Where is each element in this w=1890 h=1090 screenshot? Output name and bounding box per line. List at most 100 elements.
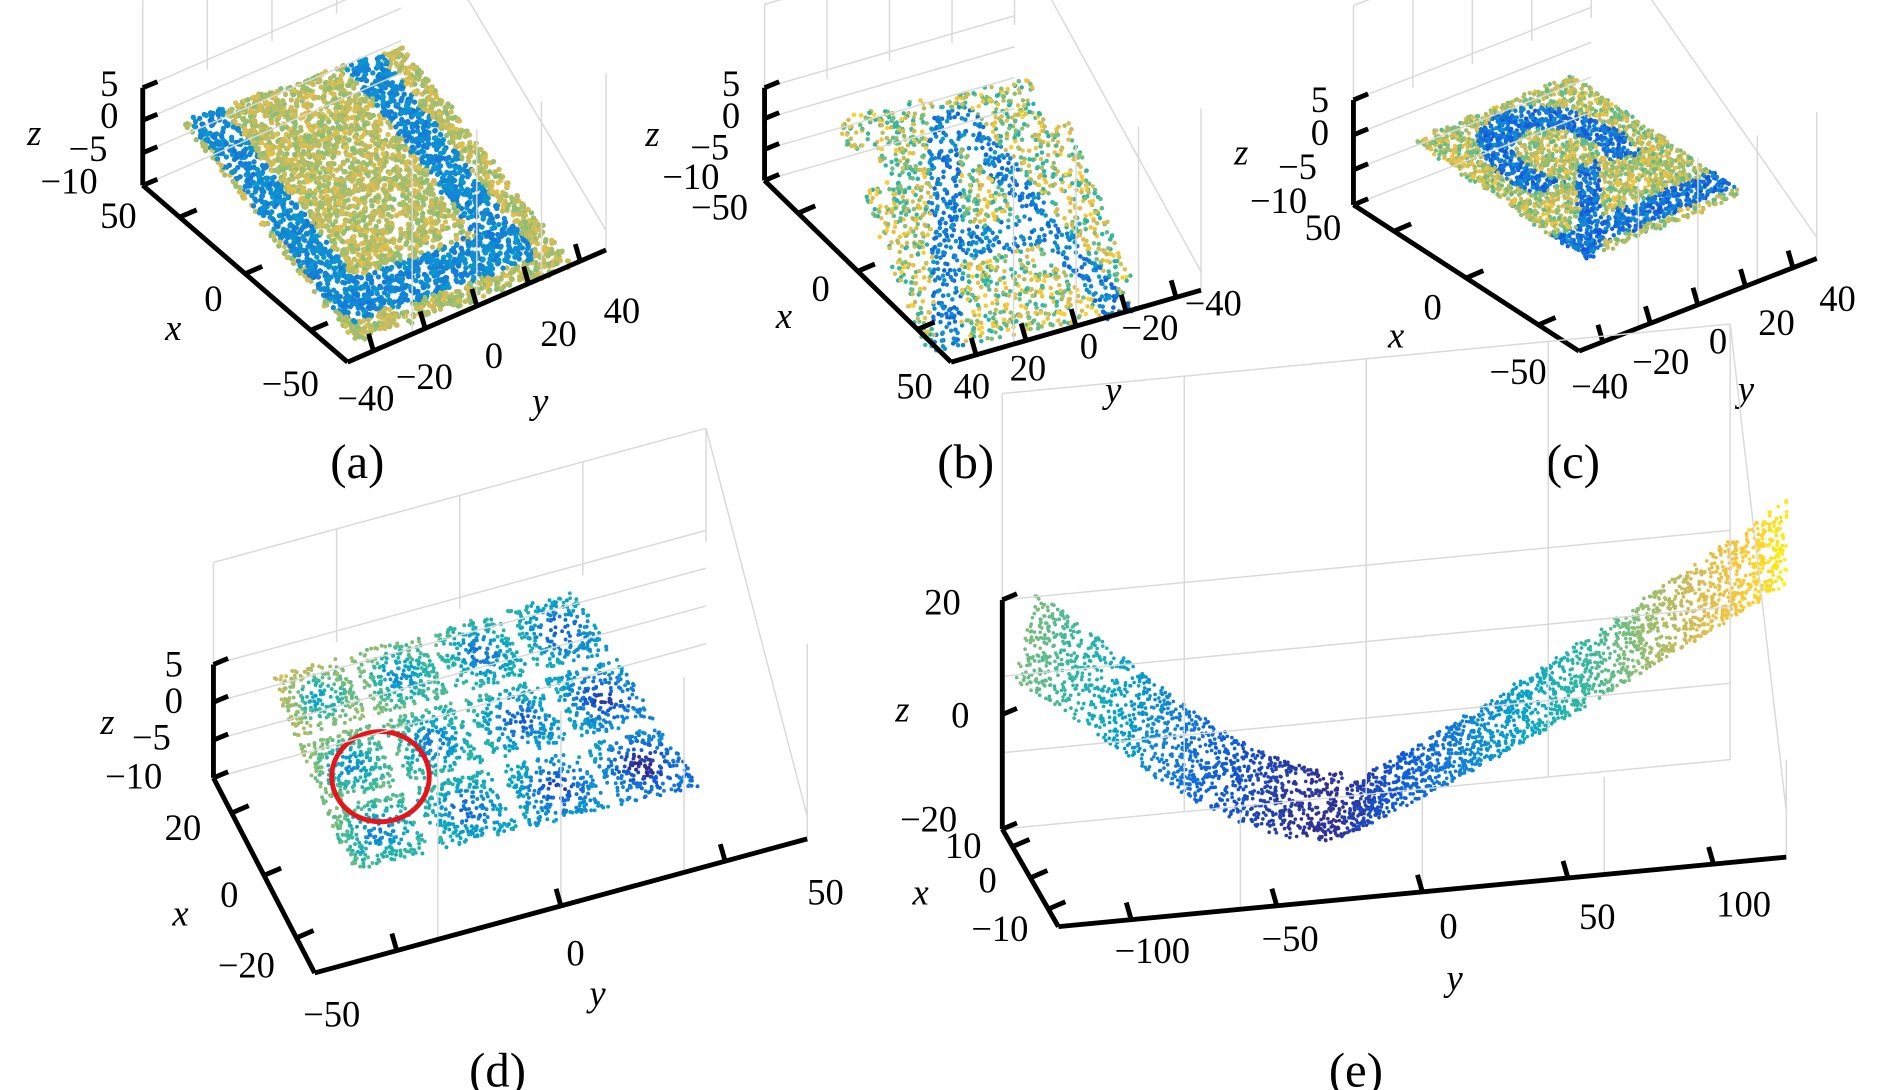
data-point (459, 173, 466, 180)
data-point (545, 253, 551, 259)
data-point (532, 253, 538, 259)
data-point (389, 94, 395, 100)
data-point (484, 173, 490, 179)
data-point (403, 65, 410, 71)
data-point (404, 212, 410, 218)
data-point (335, 101, 341, 108)
data-point (219, 133, 225, 140)
data-point (363, 61, 369, 67)
data-point (266, 182, 273, 188)
data-point (389, 50, 395, 56)
data-point (253, 123, 259, 129)
data-point (424, 289, 431, 296)
data-point (360, 217, 367, 223)
data-point (247, 151, 253, 158)
data-point (426, 185, 432, 191)
data-point (256, 173, 262, 180)
data-point (247, 145, 254, 151)
data-point (322, 299, 328, 306)
data-point (309, 264, 316, 271)
data-point (375, 236, 381, 243)
data-point (376, 207, 382, 214)
data-point (366, 251, 372, 257)
data-point (440, 149, 447, 155)
data-point (487, 287, 493, 293)
data-point (327, 295, 334, 302)
data-point (489, 240, 495, 246)
data-point (308, 223, 314, 229)
data-point (342, 130, 349, 136)
data-point (434, 146, 440, 153)
data-point (371, 186, 377, 193)
data-point (321, 286, 327, 292)
data-point (483, 182, 489, 189)
data-point (464, 230, 471, 237)
data-point (318, 260, 325, 266)
data-point (317, 78, 323, 84)
data-point (352, 134, 358, 140)
data-point (418, 279, 424, 285)
data-point (361, 200, 368, 206)
data-point (421, 122, 428, 129)
data-point (351, 203, 357, 209)
data-point (516, 277, 523, 283)
data-point (372, 297, 378, 303)
data-point (300, 186, 306, 193)
data-point (280, 228, 286, 235)
data-point (281, 208, 288, 214)
data-point (414, 75, 420, 81)
data-point (379, 145, 386, 152)
data-point (374, 322, 380, 328)
data-point (281, 250, 287, 257)
data-point (375, 274, 382, 280)
data-point (359, 211, 366, 218)
data-point (496, 166, 502, 173)
data-point (450, 196, 456, 203)
data-point (455, 263, 462, 269)
data-point (203, 137, 209, 143)
data-point (404, 52, 410, 58)
data-point (355, 65, 362, 71)
data-point (352, 291, 358, 297)
data-point (482, 250, 489, 256)
data-point (492, 169, 498, 175)
data-point (260, 212, 267, 219)
data-point (349, 178, 355, 184)
data-point (398, 181, 404, 187)
data-point (480, 214, 487, 220)
data-point (300, 143, 306, 149)
data-point (362, 336, 368, 342)
data-point (279, 126, 285, 132)
data-point (262, 113, 268, 119)
data-point (458, 245, 465, 251)
data-point (365, 304, 371, 311)
data-point (470, 242, 477, 248)
data-point (402, 108, 409, 115)
data-point (314, 160, 320, 166)
data-point (287, 222, 293, 229)
data-point (274, 98, 280, 104)
data-point (387, 184, 394, 191)
data-point (291, 169, 297, 176)
data-point (460, 278, 466, 284)
data-point (414, 220, 421, 226)
data-point (440, 122, 446, 128)
data-point (370, 210, 376, 216)
data-point (357, 297, 363, 303)
data-point (381, 312, 387, 318)
data-point (369, 203, 375, 209)
data-point (467, 226, 473, 232)
data-point (354, 243, 361, 249)
data-point (317, 170, 323, 176)
data-point (423, 217, 429, 223)
data-point (296, 91, 303, 97)
data-point (324, 277, 330, 283)
data-point (392, 136, 398, 142)
data-point (464, 250, 471, 256)
data-point (379, 252, 385, 259)
data-point (352, 335, 358, 341)
data-point (458, 229, 465, 236)
data-point (286, 157, 292, 164)
data-point (191, 123, 197, 129)
data-point (418, 304, 424, 310)
